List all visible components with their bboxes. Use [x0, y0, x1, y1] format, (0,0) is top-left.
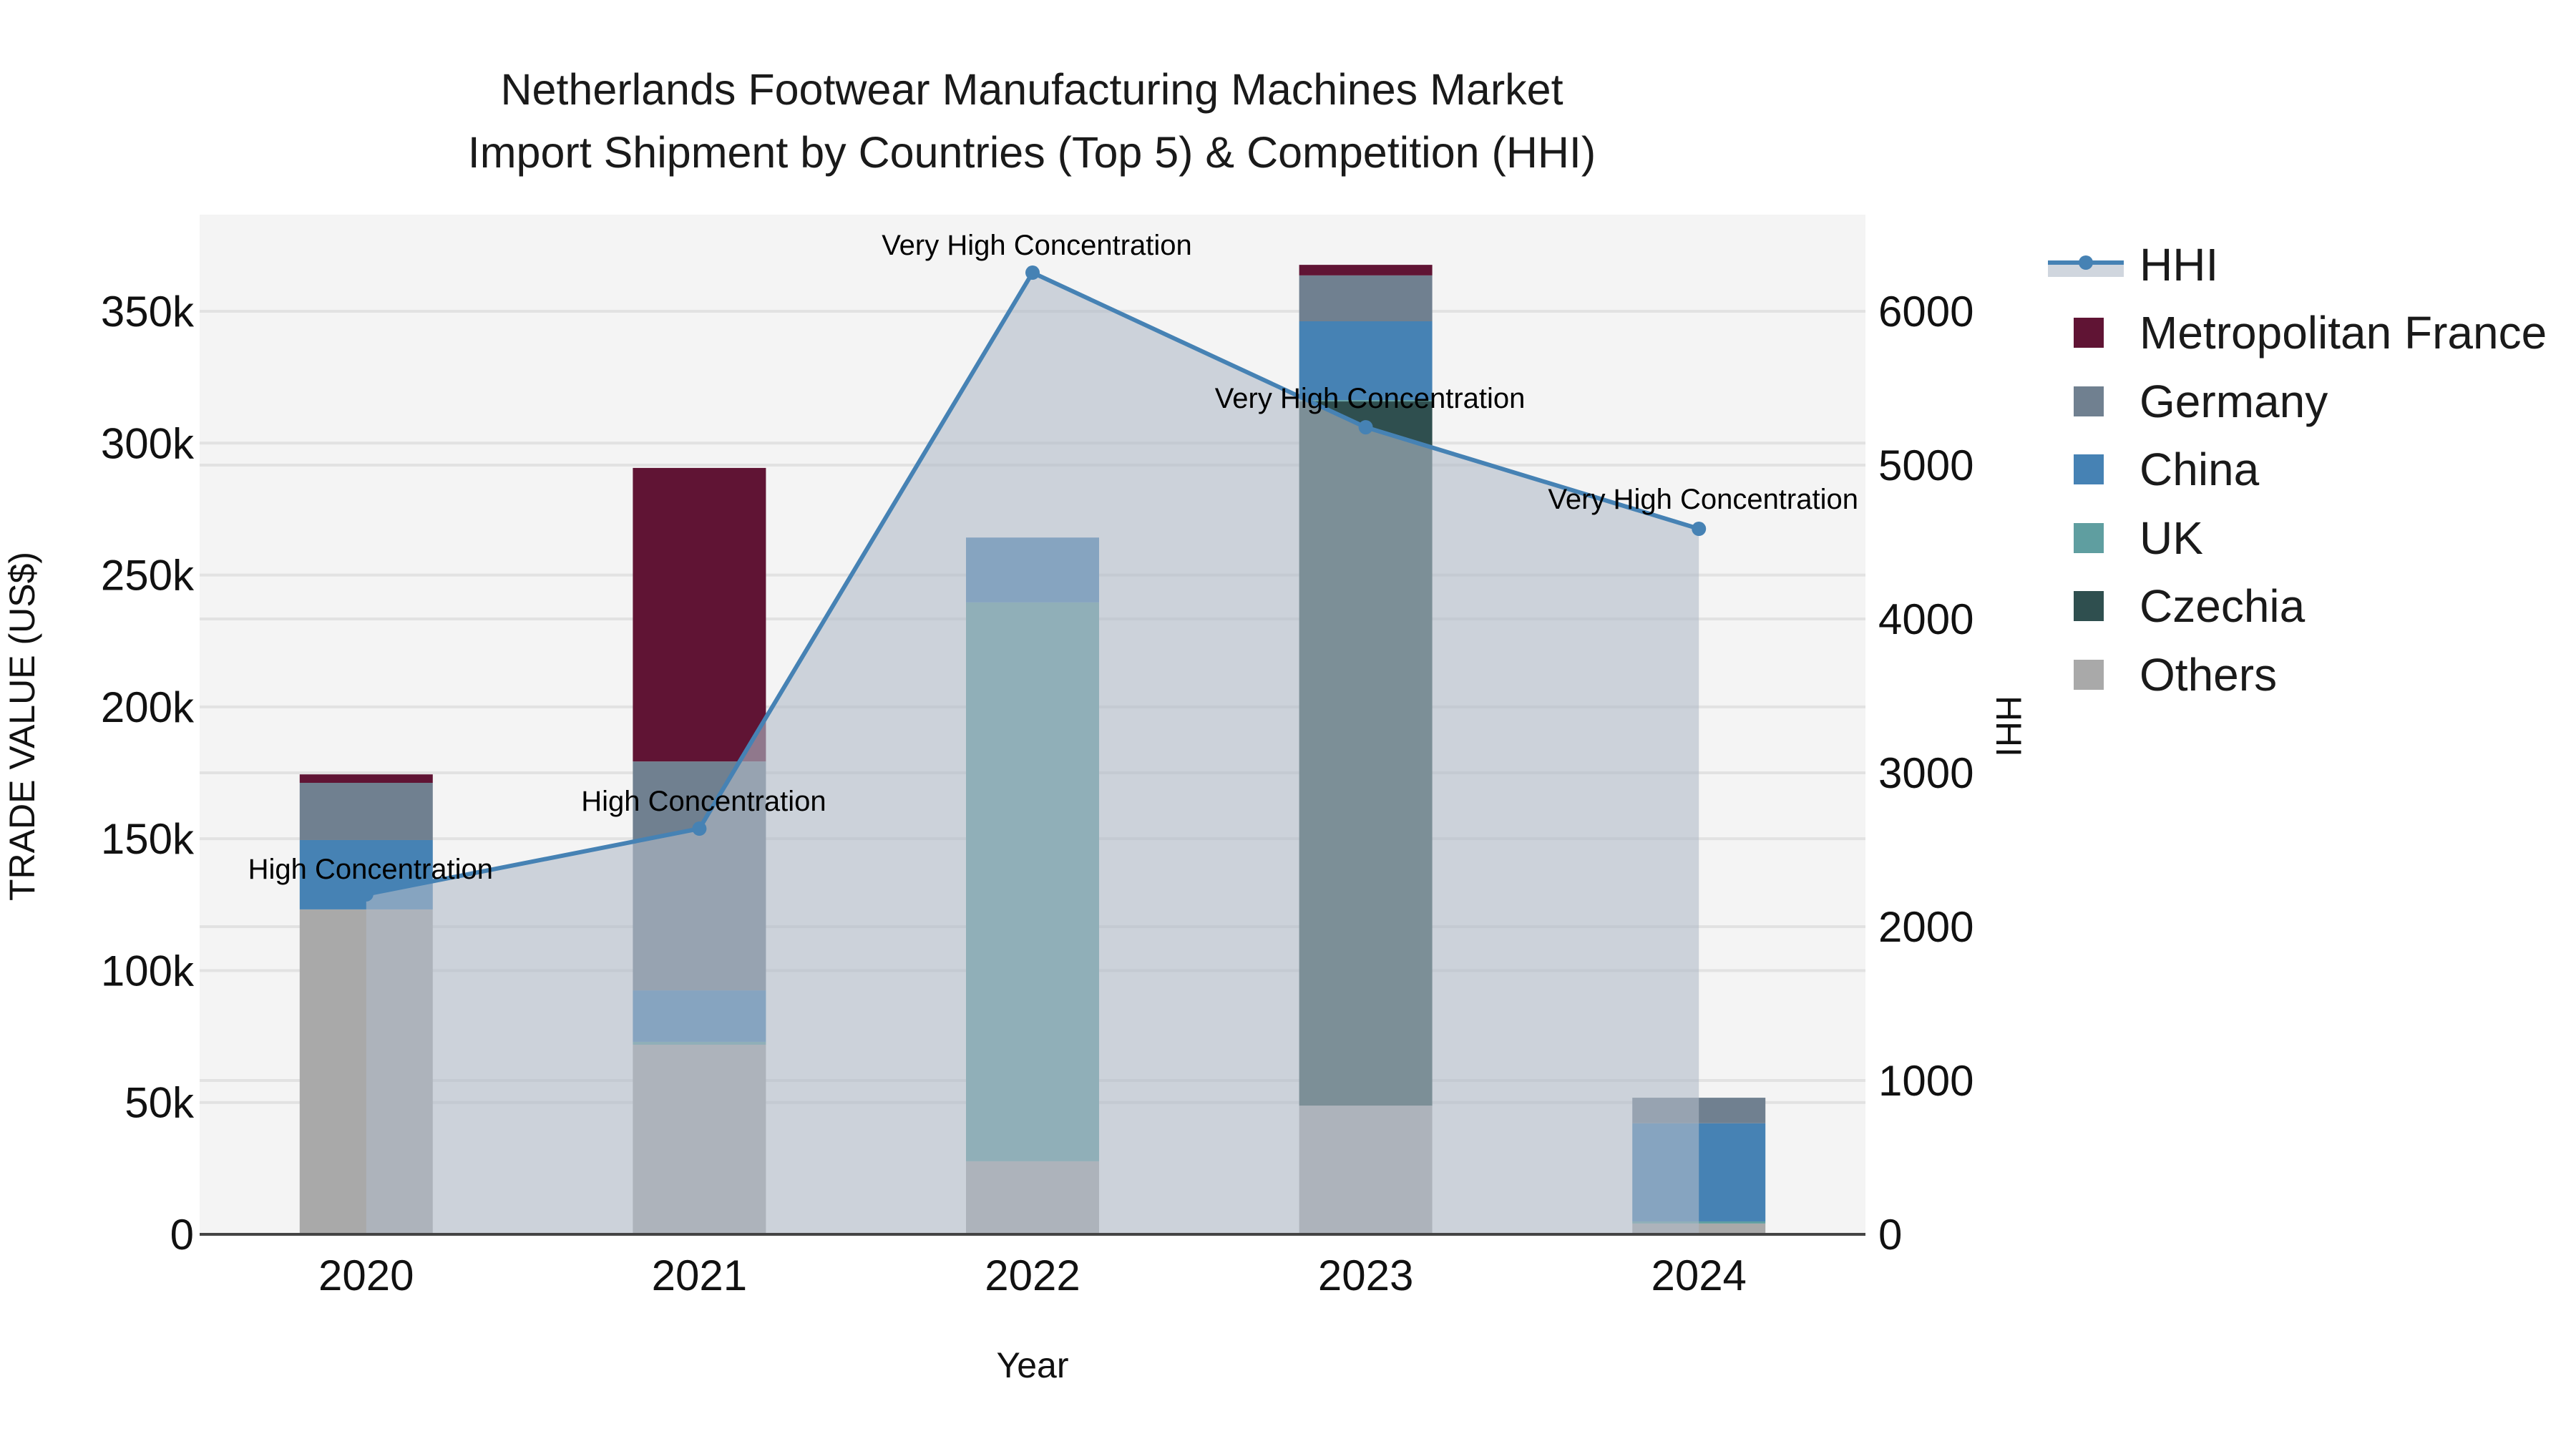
y-left-tick-label: 100k — [101, 947, 195, 995]
chart-title-line-2: Import Shipment by Countries (Top 5) & C… — [467, 128, 1596, 177]
bar-segment-china-2023 — [1299, 321, 1433, 401]
hhi-annotations: High Concentration High Concentration Very… — [248, 230, 1858, 885]
hhi-annotation-2021: High Concentration — [581, 786, 826, 817]
legend-item-hhi[interactable]: HHI — [2048, 230, 2547, 299]
legend-item-metropolitan-france[interactable]: Metropolitan France — [2048, 299, 2547, 368]
x-tick-label: 2023 — [1318, 1252, 1413, 1299]
bar-segment-metropolitan-france-2020 — [299, 774, 433, 784]
legend-item-uk[interactable]: UK — [2048, 504, 2547, 572]
legend-label: Germany — [2140, 375, 2328, 427]
y-left-tick-label: 0 — [170, 1211, 194, 1259]
y-right-tick-label: 1000 — [1878, 1057, 1974, 1105]
y-left-tick-label: 50k — [125, 1079, 195, 1127]
y-left-tick-label: 250k — [101, 552, 195, 600]
y-right-tick-label: 5000 — [1878, 441, 1974, 489]
legend-label: China — [2140, 444, 2260, 496]
hhi-marker-2021 — [692, 821, 707, 836]
hhi-marker-2024 — [1692, 522, 1707, 537]
y-left-tick-label: 150k — [101, 815, 195, 863]
y-left-axis-title: TRADE VALUE (US$) — [2, 552, 42, 901]
hhi-area-fill — [366, 273, 1699, 1234]
legend-item-others[interactable]: Others — [2048, 640, 2547, 709]
axes: 0 50k 100k 150k 200k 250k 300k 350k 0 1000 2000 300… — [2, 288, 2029, 1385]
bar-segment-uk-2023 — [1299, 400, 1433, 402]
hhi-annotation-2024: Very High Concentration — [1548, 484, 1858, 515]
legend-swatch-icon — [2074, 454, 2104, 485]
legend-swatch-icon — [2074, 659, 2104, 690]
bar-segment-metropolitan-france-2023 — [1299, 265, 1433, 275]
bar-segment-germany-2020 — [299, 783, 433, 840]
legend: HHI Metropolitan France Germany China UK Czec… — [2048, 230, 2547, 709]
x-tick-label: 2024 — [1651, 1252, 1746, 1299]
bar-segment-germany-2023 — [1299, 275, 1433, 322]
legend-swatch-icon — [2074, 386, 2104, 416]
y-right-tick-label: 0 — [1878, 1211, 1902, 1259]
legend-label: UK — [2140, 512, 2203, 564]
x-tick-label: 2021 — [652, 1252, 747, 1299]
hhi-marker-2023 — [1358, 420, 1373, 435]
x-tick-label: 2020 — [318, 1252, 414, 1299]
hhi-marker-2020 — [358, 887, 374, 902]
legend-swatch-icon — [2074, 522, 2104, 553]
legend-item-china[interactable]: China — [2048, 436, 2547, 504]
legend-item-germany[interactable]: Germany — [2048, 367, 2547, 436]
y-right-tick-label: 2000 — [1878, 903, 1974, 951]
y-right-tick-label: 6000 — [1878, 288, 1974, 336]
x-axis-title: Year — [996, 1345, 1068, 1385]
legend-label: HHI — [2140, 238, 2219, 291]
y-left-tick-label: 350k — [101, 288, 195, 336]
legend-label: Others — [2140, 648, 2278, 701]
hhi-series — [358, 265, 1707, 1234]
legend-label: Czechia — [2140, 580, 2306, 633]
legend-label: Metropolitan France — [2140, 307, 2547, 359]
legend-swatch-icon — [2074, 318, 2104, 348]
y-left-tick-label: 300k — [101, 419, 195, 467]
legend-swatch-icon — [2074, 591, 2104, 622]
legend-line-marker-icon — [2048, 248, 2124, 281]
y-right-axis-title: HHI — [1989, 696, 2029, 757]
x-tick-label: 2022 — [985, 1252, 1080, 1299]
hhi-annotation-2022: Very High Concentration — [882, 230, 1192, 261]
y-left-tick-label: 200k — [101, 683, 195, 731]
legend-item-czechia[interactable]: Czechia — [2048, 572, 2547, 641]
y-right-tick-label: 4000 — [1878, 595, 1974, 643]
hhi-annotation-2023: Very High Concentration — [1215, 383, 1526, 414]
bar-segment-metropolitan-france-2021 — [633, 467, 766, 762]
hhi-annotation-2020: High Concentration — [248, 854, 493, 885]
hhi-marker-2022 — [1025, 265, 1040, 280]
chart-title-line-1: Netherlands Footwear Manufacturing Machi… — [500, 65, 1563, 114]
y-right-tick-label: 3000 — [1878, 749, 1974, 797]
